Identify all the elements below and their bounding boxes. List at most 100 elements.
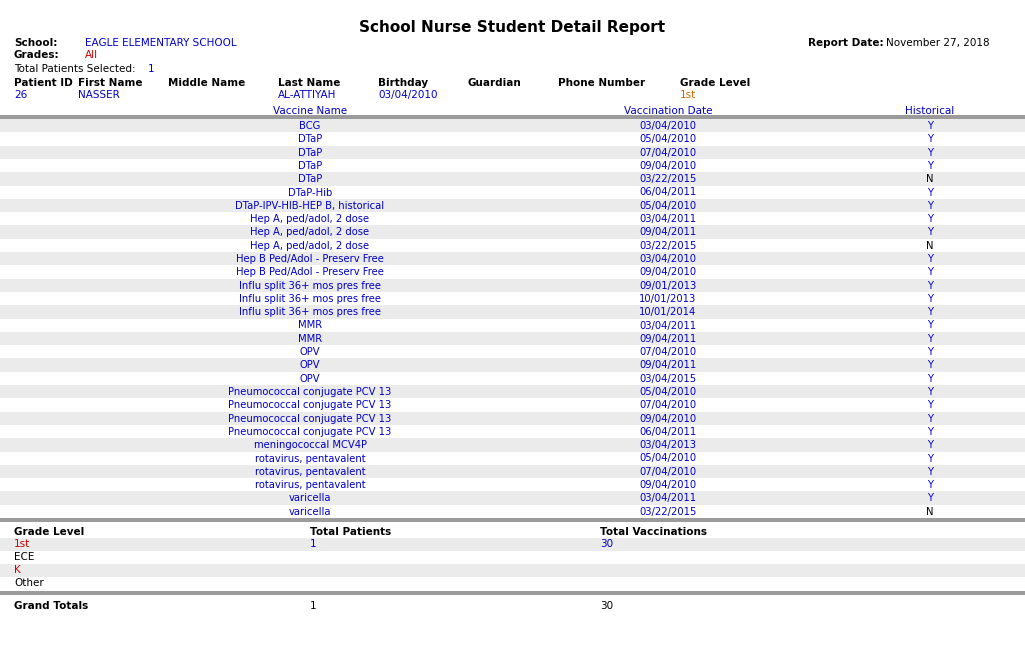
Bar <box>0 319 1025 332</box>
Bar <box>0 505 1025 518</box>
Bar <box>0 252 1025 265</box>
Bar <box>0 564 1025 577</box>
Text: Pneumococcal conjugate PCV 13: Pneumococcal conjugate PCV 13 <box>229 413 392 424</box>
Text: Hep A, ped/adol, 2 dose: Hep A, ped/adol, 2 dose <box>250 214 370 224</box>
Bar <box>0 411 1025 425</box>
Text: 06/04/2011: 06/04/2011 <box>640 187 697 197</box>
Text: Hep B Ped/Adol - Preserv Free: Hep B Ped/Adol - Preserv Free <box>236 267 384 278</box>
Text: Pneumococcal conjugate PCV 13: Pneumococcal conjugate PCV 13 <box>229 427 392 437</box>
Text: 09/04/2010: 09/04/2010 <box>640 413 697 424</box>
Bar <box>0 133 1025 146</box>
Text: 07/04/2010: 07/04/2010 <box>640 148 697 157</box>
Text: Grade Level: Grade Level <box>680 78 750 88</box>
Bar <box>0 146 1025 159</box>
Text: MMR: MMR <box>298 334 322 343</box>
Bar <box>0 398 1025 411</box>
Text: Y: Y <box>927 400 933 410</box>
Text: Grades:: Grades: <box>14 50 59 60</box>
Text: 1st: 1st <box>14 539 31 549</box>
Bar <box>0 172 1025 185</box>
Text: 07/04/2010: 07/04/2010 <box>640 467 697 477</box>
Text: 1st: 1st <box>680 90 696 100</box>
Text: 05/04/2010: 05/04/2010 <box>640 453 697 464</box>
Text: 10/01/2013: 10/01/2013 <box>640 294 697 304</box>
Text: ECE: ECE <box>14 552 35 562</box>
Text: 09/04/2010: 09/04/2010 <box>640 161 697 171</box>
Text: 03/04/2011: 03/04/2011 <box>640 214 697 224</box>
Text: Pneumococcal conjugate PCV 13: Pneumococcal conjugate PCV 13 <box>229 387 392 397</box>
Text: 03/04/2010: 03/04/2010 <box>378 90 438 100</box>
Bar <box>0 292 1025 305</box>
Text: 05/04/2010: 05/04/2010 <box>640 201 697 211</box>
Bar <box>0 358 1025 372</box>
Text: NASSER: NASSER <box>78 90 120 100</box>
Text: N: N <box>927 241 934 251</box>
Bar <box>0 279 1025 292</box>
Text: Influ split 36+ mos pres free: Influ split 36+ mos pres free <box>239 307 381 317</box>
Text: Y: Y <box>927 427 933 437</box>
Bar <box>0 465 1025 478</box>
Text: Total Patients: Total Patients <box>310 527 392 537</box>
Text: Y: Y <box>927 413 933 424</box>
Text: meningococcal MCV4P: meningococcal MCV4P <box>253 440 367 450</box>
Text: Y: Y <box>927 440 933 450</box>
Text: Y: Y <box>927 148 933 157</box>
Text: Hep B Ped/Adol - Preserv Free: Hep B Ped/Adol - Preserv Free <box>236 254 384 264</box>
Text: Y: Y <box>927 494 933 503</box>
Text: 03/04/2011: 03/04/2011 <box>640 321 697 330</box>
Text: AL-ATTIYAH: AL-ATTIYAH <box>278 90 336 100</box>
Text: DTaP: DTaP <box>298 148 322 157</box>
Text: All: All <box>85 50 98 60</box>
Bar <box>0 185 1025 199</box>
Bar <box>0 372 1025 385</box>
Text: 09/04/2011: 09/04/2011 <box>640 334 697 343</box>
Text: Y: Y <box>927 187 933 197</box>
Text: Report Date:: Report Date: <box>808 38 884 48</box>
Text: OPV: OPV <box>299 347 320 357</box>
Text: K: K <box>14 565 20 575</box>
Text: Y: Y <box>927 374 933 384</box>
Text: Influ split 36+ mos pres free: Influ split 36+ mos pres free <box>239 281 381 291</box>
Text: N: N <box>927 507 934 517</box>
Text: 09/04/2010: 09/04/2010 <box>640 480 697 490</box>
Text: 05/04/2010: 05/04/2010 <box>640 135 697 144</box>
Text: rotavirus, pentavalent: rotavirus, pentavalent <box>254 467 365 477</box>
Text: Y: Y <box>927 347 933 357</box>
Bar <box>0 438 1025 451</box>
Text: School Nurse Student Detail Report: School Nurse Student Detail Report <box>360 20 665 35</box>
Text: 03/04/2015: 03/04/2015 <box>640 374 697 384</box>
Text: rotavirus, pentavalent: rotavirus, pentavalent <box>254 480 365 490</box>
Text: First Name: First Name <box>78 78 142 88</box>
Text: 03/04/2010: 03/04/2010 <box>640 254 697 264</box>
Text: DTaP-IPV-HIB-HEP B, historical: DTaP-IPV-HIB-HEP B, historical <box>236 201 384 211</box>
Text: Y: Y <box>927 254 933 264</box>
Text: Y: Y <box>927 480 933 490</box>
Text: 05/04/2010: 05/04/2010 <box>640 387 697 397</box>
Text: Phone Number: Phone Number <box>558 78 645 88</box>
Text: Pneumococcal conjugate PCV 13: Pneumococcal conjugate PCV 13 <box>229 400 392 410</box>
Text: Y: Y <box>927 321 933 330</box>
Bar <box>0 451 1025 465</box>
Text: Y: Y <box>927 135 933 144</box>
Text: 09/01/2013: 09/01/2013 <box>640 281 697 291</box>
Text: 30: 30 <box>600 601 613 611</box>
Bar <box>0 332 1025 345</box>
Text: 1: 1 <box>310 539 317 549</box>
Text: 03/04/2010: 03/04/2010 <box>640 121 697 131</box>
Bar <box>0 478 1025 492</box>
Text: Y: Y <box>927 334 933 343</box>
Text: Birthday: Birthday <box>378 78 428 88</box>
Bar <box>0 492 1025 505</box>
Text: Total Patients Selected:: Total Patients Selected: <box>14 64 135 74</box>
Text: Y: Y <box>927 360 933 370</box>
Text: Hep A, ped/adol, 2 dose: Hep A, ped/adol, 2 dose <box>250 241 370 251</box>
Text: DTaP-Hib: DTaP-Hib <box>288 187 332 197</box>
Text: Y: Y <box>927 281 933 291</box>
Text: Vaccine Name: Vaccine Name <box>273 106 347 116</box>
Text: 09/04/2011: 09/04/2011 <box>640 227 697 238</box>
Bar <box>0 305 1025 319</box>
Text: 30: 30 <box>600 539 613 549</box>
Text: 10/01/2014: 10/01/2014 <box>640 307 697 317</box>
Text: Middle Name: Middle Name <box>168 78 245 88</box>
Text: Patient ID: Patient ID <box>14 78 73 88</box>
